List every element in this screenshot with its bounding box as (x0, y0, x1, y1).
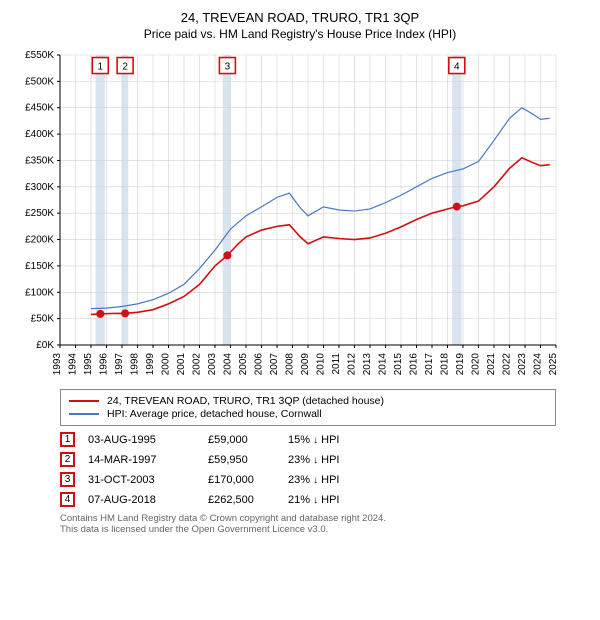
svg-text:2008: 2008 (285, 353, 296, 376)
svg-text:£0K: £0K (36, 340, 54, 351)
legend-swatch (69, 400, 99, 402)
svg-text:2023: 2023 (517, 353, 528, 376)
footer-attribution: Contains HM Land Registry data © Crown c… (60, 513, 556, 535)
svg-text:£550K: £550K (25, 50, 54, 61)
svg-text:2015: 2015 (393, 353, 404, 376)
transaction-marker: 3 (60, 472, 75, 487)
svg-text:1997: 1997 (114, 353, 125, 376)
svg-text:£400K: £400K (25, 129, 54, 140)
svg-text:2002: 2002 (192, 353, 203, 376)
svg-text:2016: 2016 (409, 353, 420, 376)
svg-text:2: 2 (122, 62, 128, 73)
legend-box: 24, TREVEAN ROAD, TRURO, TR1 3QP (detach… (60, 389, 556, 426)
svg-text:£500K: £500K (25, 76, 54, 87)
chart-title: 24, TREVEAN ROAD, TRURO, TR1 3QP (12, 10, 588, 25)
svg-text:2022: 2022 (502, 353, 513, 376)
transaction-row: 1 03-AUG-1995£59,00015% ↓ HPI (60, 432, 556, 447)
svg-text:1994: 1994 (68, 353, 79, 376)
transaction-price: £262,500 (208, 494, 288, 506)
svg-text:2010: 2010 (316, 353, 327, 376)
transaction-vs-hpi: 21% ↓ HPI (288, 494, 388, 506)
svg-text:£450K: £450K (25, 103, 54, 114)
svg-text:2013: 2013 (362, 353, 373, 376)
svg-text:1996: 1996 (99, 353, 110, 376)
legend-item: 24, TREVEAN ROAD, TRURO, TR1 3QP (detach… (69, 395, 547, 407)
transaction-price: £170,000 (208, 474, 288, 486)
price-chart: £0K £50K £100K £150K £200K £250K £300K £350K £40… (12, 49, 572, 379)
svg-text:3: 3 (225, 62, 231, 73)
svg-text:1999: 1999 (145, 353, 156, 376)
transaction-date: 31-OCT-2003 (88, 474, 208, 486)
svg-text:2024: 2024 (533, 353, 544, 376)
svg-text:1998: 1998 (130, 353, 141, 376)
transaction-table: 1 03-AUG-1995£59,00015% ↓ HPI 2 14-MAR-1997… (60, 432, 556, 507)
svg-text:2017: 2017 (424, 353, 435, 376)
svg-text:2004: 2004 (223, 353, 234, 376)
svg-text:2018: 2018 (440, 353, 451, 376)
svg-text:£50K: £50K (31, 314, 55, 325)
svg-text:£300K: £300K (25, 182, 54, 193)
svg-text:2009: 2009 (300, 353, 311, 376)
svg-text:2005: 2005 (238, 353, 249, 376)
footer-line-1: Contains HM Land Registry data © Crown c… (60, 513, 556, 524)
transaction-date: 07-AUG-2018 (88, 494, 208, 506)
svg-text:£200K: £200K (25, 235, 54, 246)
svg-text:2003: 2003 (207, 353, 218, 376)
svg-text:2021: 2021 (486, 353, 497, 376)
transaction-vs-hpi: 15% ↓ HPI (288, 434, 388, 446)
transaction-vs-hpi: 23% ↓ HPI (288, 474, 388, 486)
legend-label: 24, TREVEAN ROAD, TRURO, TR1 3QP (detach… (107, 395, 384, 407)
transaction-vs-hpi: 23% ↓ HPI (288, 454, 388, 466)
svg-text:2012: 2012 (347, 353, 358, 376)
transaction-marker: 4 (60, 492, 75, 507)
svg-text:2020: 2020 (471, 353, 482, 376)
transaction-marker: 1 (60, 432, 75, 447)
svg-text:2001: 2001 (176, 353, 187, 376)
svg-text:2011: 2011 (331, 353, 342, 375)
svg-text:2019: 2019 (455, 353, 466, 376)
legend-swatch (69, 413, 99, 415)
transaction-date: 03-AUG-1995 (88, 434, 208, 446)
svg-text:2025: 2025 (548, 353, 559, 376)
svg-text:2007: 2007 (269, 353, 280, 376)
transaction-price: £59,950 (208, 454, 288, 466)
chart-area: £0K £50K £100K £150K £200K £250K £300K £350K £40… (12, 49, 588, 379)
svg-text:1: 1 (98, 62, 104, 73)
svg-text:£100K: £100K (25, 287, 54, 298)
svg-text:2000: 2000 (161, 353, 172, 376)
transaction-row: 4 07-AUG-2018£262,50021% ↓ HPI (60, 492, 556, 507)
transaction-row: 3 31-OCT-2003£170,00023% ↓ HPI (60, 472, 556, 487)
svg-text:2006: 2006 (254, 353, 265, 376)
svg-text:1993: 1993 (52, 353, 63, 376)
legend-item: HPI: Average price, detached house, Corn… (69, 408, 547, 420)
svg-text:£150K: £150K (25, 261, 54, 272)
legend-label: HPI: Average price, detached house, Corn… (107, 408, 322, 420)
transaction-date: 14-MAR-1997 (88, 454, 208, 466)
svg-text:4: 4 (454, 62, 460, 73)
transaction-price: £59,000 (208, 434, 288, 446)
transaction-marker: 2 (60, 452, 75, 467)
svg-text:£350K: £350K (25, 155, 54, 166)
svg-text:2014: 2014 (378, 353, 389, 376)
transaction-row: 2 14-MAR-1997£59,95023% ↓ HPI (60, 452, 556, 467)
svg-text:1995: 1995 (83, 353, 94, 376)
chart-subtitle: Price paid vs. HM Land Registry's House … (12, 27, 588, 41)
svg-text:£250K: £250K (25, 208, 54, 219)
footer-line-2: This data is licensed under the Open Gov… (60, 524, 556, 535)
